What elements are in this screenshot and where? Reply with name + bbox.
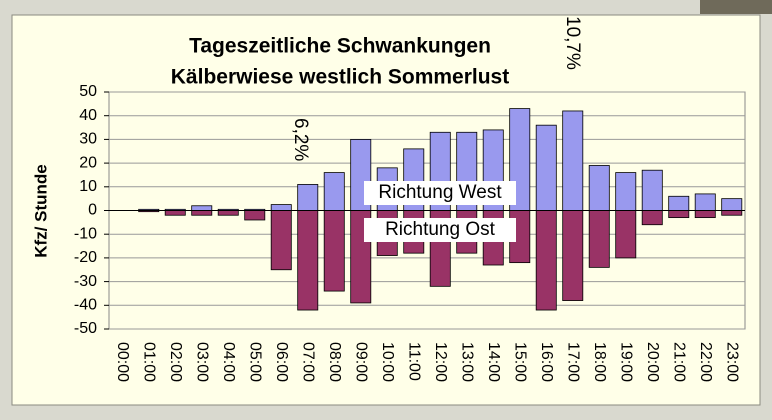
bar xyxy=(642,170,662,210)
bar xyxy=(616,173,636,211)
bar xyxy=(271,211,291,270)
annotation: 10,7% xyxy=(562,16,583,70)
x-tick-label: 02:00 xyxy=(167,342,184,382)
y-tick-label: -40 xyxy=(74,297,97,314)
bar xyxy=(695,194,715,211)
bar xyxy=(589,165,609,210)
x-tick-label: 16:00 xyxy=(538,342,555,382)
y-tick-label: 10 xyxy=(79,178,97,195)
bar xyxy=(271,205,291,211)
x-tick-label: 17:00 xyxy=(565,342,582,382)
y-tick-label: 0 xyxy=(88,202,97,219)
chart-title: Kälberwiese westlich Sommerlust xyxy=(171,66,509,89)
corner-image xyxy=(700,0,772,14)
x-tick-label: 01:00 xyxy=(141,342,158,382)
bar xyxy=(324,211,344,292)
bar xyxy=(616,211,636,258)
bar xyxy=(324,173,344,211)
x-tick-label: 22:00 xyxy=(697,342,714,382)
y-axis-label: Kfz/ Stunde xyxy=(31,164,50,258)
bar xyxy=(695,211,715,218)
bar xyxy=(192,211,212,216)
x-tick-label: 07:00 xyxy=(300,342,317,382)
x-tick-label: 04:00 xyxy=(220,342,237,382)
x-tick-label: 12:00 xyxy=(432,342,449,382)
y-tick-label: -20 xyxy=(74,249,97,266)
x-tick-label: 11:00 xyxy=(406,342,423,381)
bar xyxy=(536,125,556,210)
y-tick-label: 40 xyxy=(79,107,97,124)
y-tick-label: -10 xyxy=(74,225,97,242)
annotation: 6,2% xyxy=(290,118,311,161)
y-tick-label: -50 xyxy=(74,320,97,337)
series-label: Richtung West xyxy=(378,182,502,203)
y-tick-label: -30 xyxy=(74,273,97,290)
bar xyxy=(722,199,742,211)
bar xyxy=(298,211,318,311)
x-tick-label: 00:00 xyxy=(114,342,131,382)
y-tick-label: 50 xyxy=(79,83,97,100)
x-tick-label: 21:00 xyxy=(671,342,688,382)
x-tick-label: 05:00 xyxy=(247,342,264,382)
x-tick-label: 14:00 xyxy=(485,342,502,382)
chart: Tageszeitliche Schwankungen Kälberwiese … xyxy=(0,0,772,420)
bar xyxy=(536,211,556,311)
bar xyxy=(589,211,609,268)
bar xyxy=(298,184,318,210)
series-label: Richtung Ost xyxy=(385,219,496,240)
bar xyxy=(669,211,689,218)
chart-title: Tageszeitliche Schwankungen xyxy=(189,35,491,58)
bar xyxy=(642,211,662,225)
y-tick-label: 20 xyxy=(79,154,97,171)
bar xyxy=(192,206,212,211)
bar xyxy=(165,211,185,216)
bar xyxy=(669,196,689,210)
x-tick-label: 10:00 xyxy=(379,342,396,382)
y-tick-label: 30 xyxy=(79,131,97,148)
x-tick-label: 19:00 xyxy=(618,342,635,382)
x-tick-label: 20:00 xyxy=(644,342,661,382)
x-tick-label: 18:00 xyxy=(591,342,608,382)
bar xyxy=(563,211,583,301)
x-tick-label: 03:00 xyxy=(194,342,211,382)
x-tick-label: 23:00 xyxy=(724,342,741,382)
bar xyxy=(563,111,583,211)
bar xyxy=(722,211,742,216)
bar xyxy=(218,211,238,216)
page: Tageszeitliche Schwankungen Kälberwiese … xyxy=(0,0,772,420)
bar xyxy=(245,211,265,220)
x-tick-label: 13:00 xyxy=(459,342,476,382)
x-tick-label: 09:00 xyxy=(353,342,370,382)
x-tick-label: 15:00 xyxy=(512,342,529,382)
x-tick-label: 08:00 xyxy=(326,342,343,382)
x-tick-label: 06:00 xyxy=(273,342,290,382)
